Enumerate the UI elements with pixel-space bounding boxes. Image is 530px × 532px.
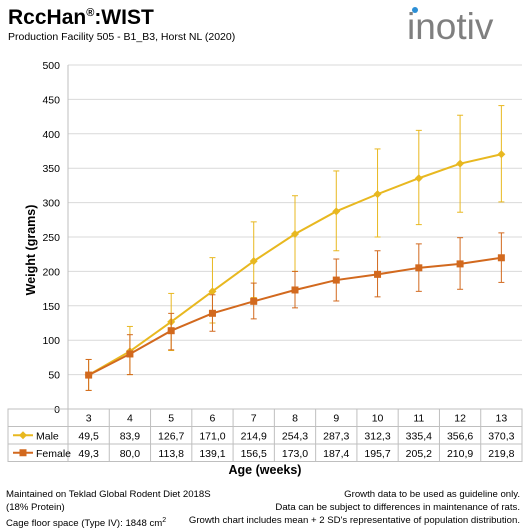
female-data-label: 187,4 xyxy=(323,448,349,460)
female-legend-marker xyxy=(19,449,27,457)
y-axis-label-wrap: Weight (grams) xyxy=(16,205,46,296)
male-data-label: 49,5 xyxy=(78,430,99,442)
y-tick-label: 350 xyxy=(42,163,60,175)
female-data-label: 219,8 xyxy=(488,448,514,460)
male-data-label: 312,3 xyxy=(364,430,390,442)
x-tick-label: 4 xyxy=(127,413,133,425)
chart-subtitle: Production Facility 505 - B1_B3, Horst N… xyxy=(8,31,236,43)
male-legend-label: Male xyxy=(36,430,59,442)
chart-title: RccHan®:WIST xyxy=(8,6,154,29)
male-point xyxy=(208,287,217,296)
female-data-label: 195,7 xyxy=(364,448,390,460)
y-tick-label: 50 xyxy=(48,370,60,382)
footer-maintenance-line: Data can be subject to differences in ma… xyxy=(275,502,520,513)
footer-sd-line: Growth chart includes mean + 2 SD's repr… xyxy=(188,515,520,526)
y-tick-label: 0 xyxy=(54,404,60,416)
footer-disclaimer: Growth data to be used as guideline only… xyxy=(189,488,520,527)
y-axis-label: Weight (grams) xyxy=(24,204,38,296)
female-point xyxy=(497,254,505,262)
y-tick-label: 100 xyxy=(42,335,60,347)
female-point xyxy=(415,264,423,272)
x-tick-label: 5 xyxy=(168,413,174,425)
x-tick-label: 9 xyxy=(333,413,339,425)
male-data-label: 214,9 xyxy=(241,430,267,442)
female-point xyxy=(374,270,382,278)
male-data-label: 370,3 xyxy=(488,430,514,442)
x-tick-label: 10 xyxy=(372,413,384,425)
female-data-label: 205,2 xyxy=(406,448,432,460)
male-legend-marker xyxy=(19,431,27,440)
female-point xyxy=(167,327,175,335)
male-data-label: 171,0 xyxy=(199,430,225,442)
x-tick-label: 6 xyxy=(210,413,216,425)
x-tick-label: 3 xyxy=(86,413,92,425)
x-axis-label: Age (weeks) xyxy=(228,463,302,477)
female-point xyxy=(332,276,340,284)
x-tick-label: 13 xyxy=(496,413,508,425)
x-tick-label: 12 xyxy=(454,413,466,425)
y-tick-label: 450 xyxy=(42,94,60,106)
male-point xyxy=(332,207,341,216)
male-data-label: 126,7 xyxy=(158,430,184,442)
male-data-label: 83,9 xyxy=(120,430,141,442)
female-legend-label: Female xyxy=(36,448,71,460)
male-point xyxy=(414,174,423,183)
inotiv-logo: inotiv xyxy=(407,6,494,47)
x-tick-label: 11 xyxy=(413,413,424,425)
female-data-label: 173,0 xyxy=(282,448,308,460)
female-point xyxy=(250,297,258,305)
footer-diet-line: Maintained on Teklad Global Rodent Diet … xyxy=(6,489,211,500)
female-point xyxy=(126,350,134,358)
male-point xyxy=(291,230,299,239)
female-point xyxy=(208,309,216,317)
female-data-label: 156,5 xyxy=(241,448,267,460)
y-tick-label: 300 xyxy=(42,198,60,210)
female-point xyxy=(291,286,299,294)
footer-guideline-line: Growth data to be used as guideline only… xyxy=(344,489,520,500)
y-tick-label: 400 xyxy=(42,129,60,141)
female-point xyxy=(456,260,464,268)
y-tick-label: 250 xyxy=(42,232,60,244)
female-data-label: 210,9 xyxy=(447,448,473,460)
y-tick-label: 150 xyxy=(42,301,60,313)
male-data-label: 254,3 xyxy=(282,430,308,442)
logo-dot xyxy=(412,7,418,13)
female-data-label: 113,8 xyxy=(158,448,184,460)
male-data-label: 335,4 xyxy=(406,430,432,442)
chart-area: 0 50 100 150 200 250 300 350 400 450 500 3 4 5 6 7 8 9 10 1… xyxy=(7,60,523,462)
footer-cage-line: Cage floor space (Type IV): 1848 cm2 xyxy=(6,517,167,530)
male-point xyxy=(249,257,258,266)
x-tick-label: 7 xyxy=(251,413,257,425)
female-data-label: 139,1 xyxy=(199,448,225,460)
male-data-label: 356,6 xyxy=(447,430,473,442)
footer-diet-note: Maintained on Teklad Global Rodent Diet … xyxy=(6,488,211,530)
male-point xyxy=(456,159,465,168)
female-point xyxy=(85,371,93,379)
female-data-label: 80,0 xyxy=(120,448,141,460)
male-point xyxy=(497,150,506,159)
male-data-label: 287,3 xyxy=(323,430,349,442)
y-tick-label: 200 xyxy=(42,266,60,278)
female-data-label: 49,3 xyxy=(78,448,99,460)
x-tick-label: 8 xyxy=(292,413,298,425)
y-tick-label: 500 xyxy=(42,60,60,72)
male-point xyxy=(373,190,382,199)
logo-text: inotiv xyxy=(407,6,494,47)
footer-protein-line: (18% Protein) xyxy=(6,502,65,513)
